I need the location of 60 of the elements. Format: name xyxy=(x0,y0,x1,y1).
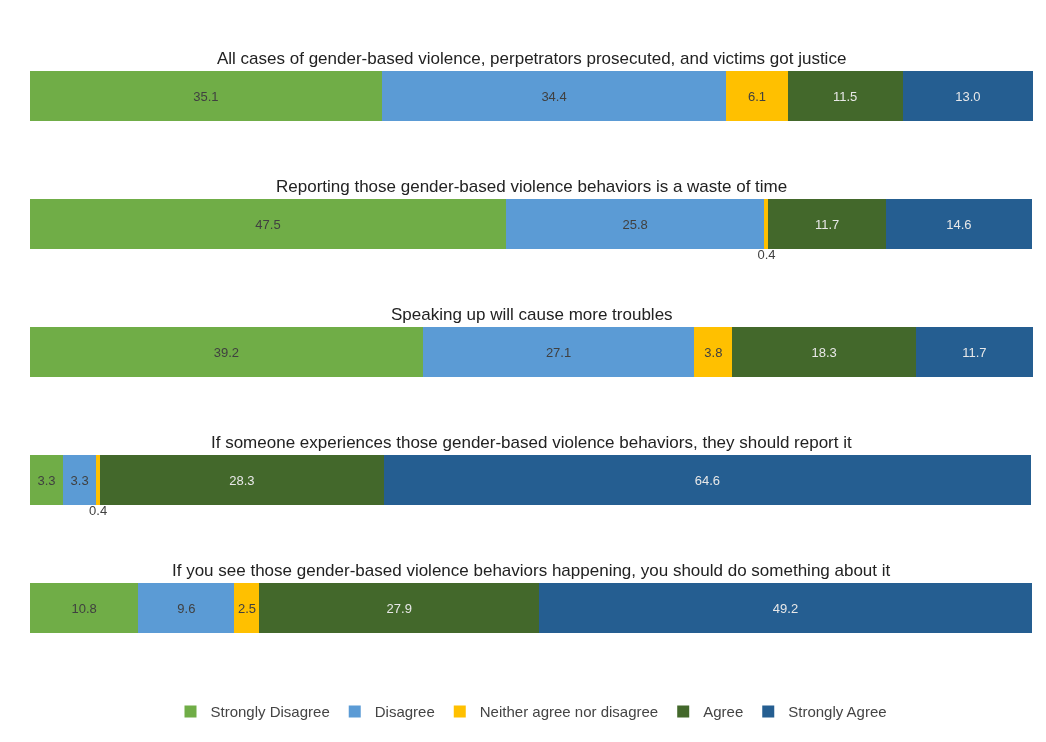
bar xyxy=(422,327,695,377)
y-tick-label: If you see those gender-based violence behaviors happening, you should do something about it xyxy=(172,561,891,580)
data-label: 39.2 xyxy=(213,344,240,360)
data-label: 2.5 xyxy=(237,600,256,616)
bar xyxy=(30,583,139,633)
bar xyxy=(902,71,1033,121)
bar xyxy=(234,583,260,633)
bar xyxy=(63,455,97,505)
data-label: 10.8 xyxy=(71,600,97,616)
bar xyxy=(30,71,382,121)
data-label: 18.3 xyxy=(811,344,837,360)
bar xyxy=(30,455,64,505)
y-tick-label: If someone experiences those gender-based violence behaviors, they should report it xyxy=(211,433,852,452)
bar xyxy=(381,71,727,121)
data-label: 9.6 xyxy=(177,600,196,616)
y-tick-label: All cases of gender-based violence, perpetrators prosecuted, and victims got justice xyxy=(217,49,847,68)
bar xyxy=(915,327,1033,377)
data-label: 11.5 xyxy=(832,88,858,104)
data-label: 3.8 xyxy=(704,344,723,360)
data-label: 11.7 xyxy=(814,216,840,232)
legend-label: Agree xyxy=(703,703,744,721)
legend-label: Strongly Disagree xyxy=(210,703,330,721)
bar xyxy=(885,199,1032,249)
data-label: 35.1 xyxy=(193,88,219,104)
data-label: 3.3 xyxy=(70,472,89,488)
bar xyxy=(694,327,733,377)
bar xyxy=(30,199,506,249)
data-label: 64.6 xyxy=(694,472,721,488)
bar xyxy=(30,327,423,377)
data-label: 13.0 xyxy=(955,88,981,104)
bar xyxy=(539,583,1032,633)
bar xyxy=(764,199,769,249)
bar xyxy=(787,71,903,121)
data-label: 0.4 xyxy=(89,503,108,519)
legend-label: Neither agree nor disagree xyxy=(479,703,659,721)
data-label: 34.4 xyxy=(541,88,567,104)
data-label: 0.4 xyxy=(757,247,776,263)
data-label: 11.7 xyxy=(962,344,987,360)
legend-label: Disagree xyxy=(374,703,435,721)
data-label: 47.5 xyxy=(255,216,281,232)
y-tick-label: Speaking up will cause more troubles xyxy=(391,305,673,324)
data-label: 6.1 xyxy=(747,88,766,104)
bar xyxy=(726,71,788,121)
data-label: 25.8 xyxy=(622,216,648,232)
data-label: 27.1 xyxy=(545,344,572,360)
bar xyxy=(732,327,916,377)
data-label: 14.6 xyxy=(946,216,972,232)
bar xyxy=(100,455,384,505)
data-label: 49.2 xyxy=(772,600,799,616)
bar xyxy=(96,455,101,505)
data-label: 28.3 xyxy=(229,472,255,488)
bar xyxy=(505,199,765,249)
bar xyxy=(768,199,886,249)
bar xyxy=(259,583,540,633)
data-label: 27.9 xyxy=(386,600,412,616)
bar xyxy=(383,455,1031,505)
bar xyxy=(138,583,235,633)
y-tick-label: Reporting those gender-based violence behaviors is a waste of time xyxy=(276,177,788,196)
legend-label: Strongly Agree xyxy=(788,703,887,721)
data-label: 3.3 xyxy=(37,472,56,488)
